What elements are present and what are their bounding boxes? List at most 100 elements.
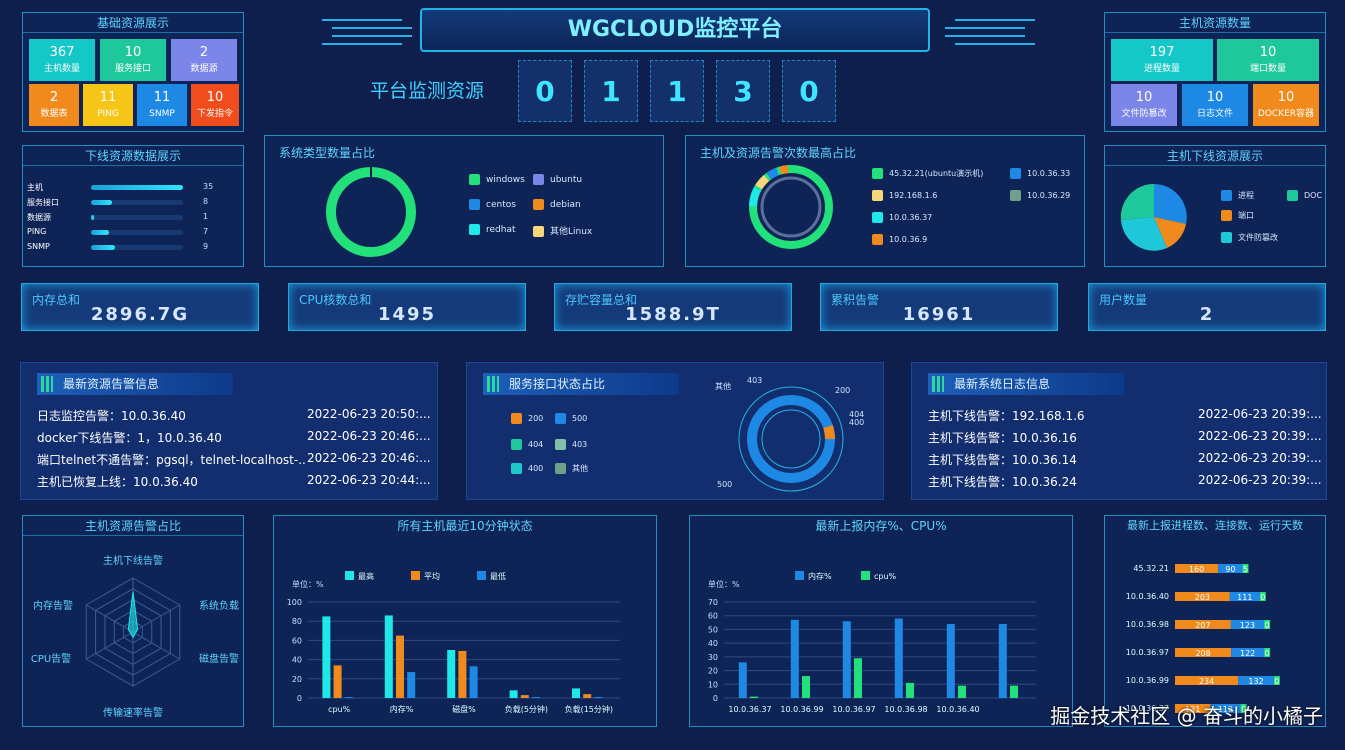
resource-tile[interactable]: 10 日志文件 — [1182, 84, 1248, 126]
bar — [998, 623, 1007, 698]
tile-value: 10 — [1135, 90, 1153, 105]
resource-tile[interactable]: 10 下发指令 — [191, 84, 239, 126]
bar — [509, 690, 518, 698]
legend-swatch — [469, 224, 480, 235]
legend-label: 平均 — [424, 571, 440, 581]
legend-item[interactable]: 192.168.1.6 — [872, 190, 937, 201]
legend-item[interactable]: 端口 — [1221, 210, 1254, 221]
list-item-message[interactable]: 端口telnet不通告警：pgsql，telnet-localhost-... — [37, 453, 305, 467]
x-tick-label: 负载(5分钟) — [505, 704, 548, 714]
bar-value-label: 90 — [1225, 565, 1235, 574]
radar-label: 磁盘告警 — [199, 652, 239, 665]
legend-swatch — [1287, 190, 1298, 201]
panel-title: 系统类型数量占比 — [279, 146, 376, 160]
x-tick-label: 负载(15分钟) — [565, 704, 613, 714]
bar — [572, 688, 580, 698]
legend-item[interactable]: 200 — [511, 413, 543, 424]
legend-item[interactable]: 文件防篡改 — [1221, 232, 1278, 243]
legend-item[interactable]: 400 — [511, 463, 543, 474]
y-tick-label: 20 — [708, 667, 718, 676]
resource-tile[interactable]: 10 服务接口 — [100, 39, 166, 81]
tile-label: 主机数量 — [43, 64, 80, 74]
list-item-message[interactable]: 主机已恢复上线：10.0.36.40 — [37, 475, 198, 489]
legend-item[interactable]: debian — [533, 199, 581, 210]
legend-label: 最低 — [490, 571, 506, 581]
legend-item[interactable]: centos — [469, 199, 516, 210]
panel-title: 主机下线资源展示 — [1105, 146, 1325, 166]
legend-swatch — [533, 174, 544, 185]
tile-value: 10 — [206, 90, 224, 105]
bar — [384, 615, 393, 698]
resource-tile[interactable]: 10 文件防篡改 — [1111, 84, 1177, 126]
host-resources-panel: 主机资源数量 197 进程数量 10 端口数量 10 文件防篡改 10 日志文件 10 DOCKE… — [1104, 12, 1326, 132]
resource-tile[interactable]: 10 DOCKER容器 — [1253, 84, 1319, 126]
y-tick-label: 10.0.36.98 — [1126, 620, 1169, 629]
y-tick-label: 10.0.36.97 — [1126, 648, 1169, 657]
tile-label: PING — [97, 109, 119, 119]
legend-swatch — [511, 463, 522, 474]
tile-label: 文件防篡改 — [1121, 109, 1167, 119]
list-item-message[interactable]: docker下线告警：1，10.0.36.40 — [37, 431, 222, 445]
legend-item[interactable]: 500 — [555, 413, 587, 424]
legend-label: windows — [486, 175, 525, 185]
y-tick-label: 60 — [292, 636, 302, 645]
legend-item[interactable]: 其他 — [555, 463, 588, 474]
legend-item[interactable]: 其他Linux — [533, 224, 592, 237]
list-item-time: 2022-06-23 20:39:... — [1198, 429, 1322, 443]
resource-tile[interactable]: 10 端口数量 — [1217, 39, 1319, 81]
legend-swatch — [533, 226, 544, 237]
y-tick-label: 30 — [708, 653, 718, 662]
offline-bar — [91, 200, 113, 205]
legend-swatch — [555, 463, 566, 474]
bar — [1175, 704, 1211, 713]
resource-tile[interactable]: 197 进程数量 — [1111, 39, 1213, 81]
panel-title: 最新上报内存%、CPU% — [815, 519, 947, 533]
legend-item[interactable]: 45.32.21(ubuntu演示机) — [872, 168, 983, 179]
legend-item[interactable]: windows — [469, 174, 525, 185]
legend-item[interactable]: 10.0.36.29 — [1010, 190, 1070, 201]
resource-tile[interactable]: 2 数据表 — [29, 84, 79, 126]
bar — [1175, 648, 1232, 657]
legend-item[interactable]: 10.0.36.37 — [872, 212, 932, 223]
legend-item[interactable]: 10.0.36.33 — [1010, 168, 1070, 179]
legend-label: redhat — [486, 225, 516, 235]
offline-label: 主机 — [27, 183, 43, 192]
legend-label: centos — [486, 200, 516, 210]
bar — [1229, 592, 1260, 601]
legend-item[interactable]: ubuntu — [533, 174, 582, 185]
monitor-label: 平台监测资源 — [370, 80, 485, 102]
bar — [1273, 676, 1280, 685]
list-item-message[interactable]: 主机下线告警：10.0.36.24 — [928, 475, 1077, 489]
radar-axis — [132, 604, 181, 633]
legend-item[interactable]: 404 — [511, 439, 543, 450]
resource-tile[interactable]: 11 PING — [83, 84, 133, 126]
list-item-message[interactable]: 主机下线告警：10.0.36.16 — [928, 431, 1077, 445]
stat-value: 1495 — [377, 304, 437, 325]
digit-counter: 0 — [518, 60, 572, 122]
list-item-message[interactable]: 主机下线告警：10.0.36.14 — [928, 453, 1077, 467]
legend-item[interactable]: redhat — [469, 224, 516, 235]
offline-value: 1 — [203, 212, 209, 221]
list-item-message[interactable]: 主机下线告警：192.168.1.6 — [928, 409, 1085, 423]
legend-label: 200 — [528, 414, 544, 423]
legend-label: 10.0.36.37 — [889, 213, 933, 222]
offline-label: PING — [27, 227, 47, 236]
legend-item[interactable]: 10.0.36.9 — [872, 234, 927, 245]
offline-bar — [91, 185, 183, 190]
y-tick-label: 0 — [713, 694, 718, 703]
bar — [854, 658, 862, 698]
list-item-message[interactable]: 日志监控告警：10.0.36.40 — [37, 409, 186, 423]
bar — [532, 697, 540, 698]
bar — [1218, 564, 1243, 573]
radar-axis — [85, 604, 134, 633]
bar-value-label: 203 — [1195, 593, 1210, 602]
legend-swatch — [872, 190, 883, 201]
legend-item[interactable]: DOC — [1287, 190, 1322, 201]
resource-tile[interactable]: 2 数据源 — [171, 39, 237, 81]
bar — [1175, 676, 1239, 685]
resource-tile[interactable]: 11 SNMP — [137, 84, 187, 126]
legend-item[interactable]: 403 — [555, 439, 587, 450]
system-logs-panel: 最新系统日志信息 主机下线告警：192.168.1.6 2022-06-23 20… — [911, 362, 1327, 500]
resource-tile[interactable]: 367 主机数量 — [29, 39, 95, 81]
legend-item[interactable]: 进程 — [1221, 190, 1254, 201]
